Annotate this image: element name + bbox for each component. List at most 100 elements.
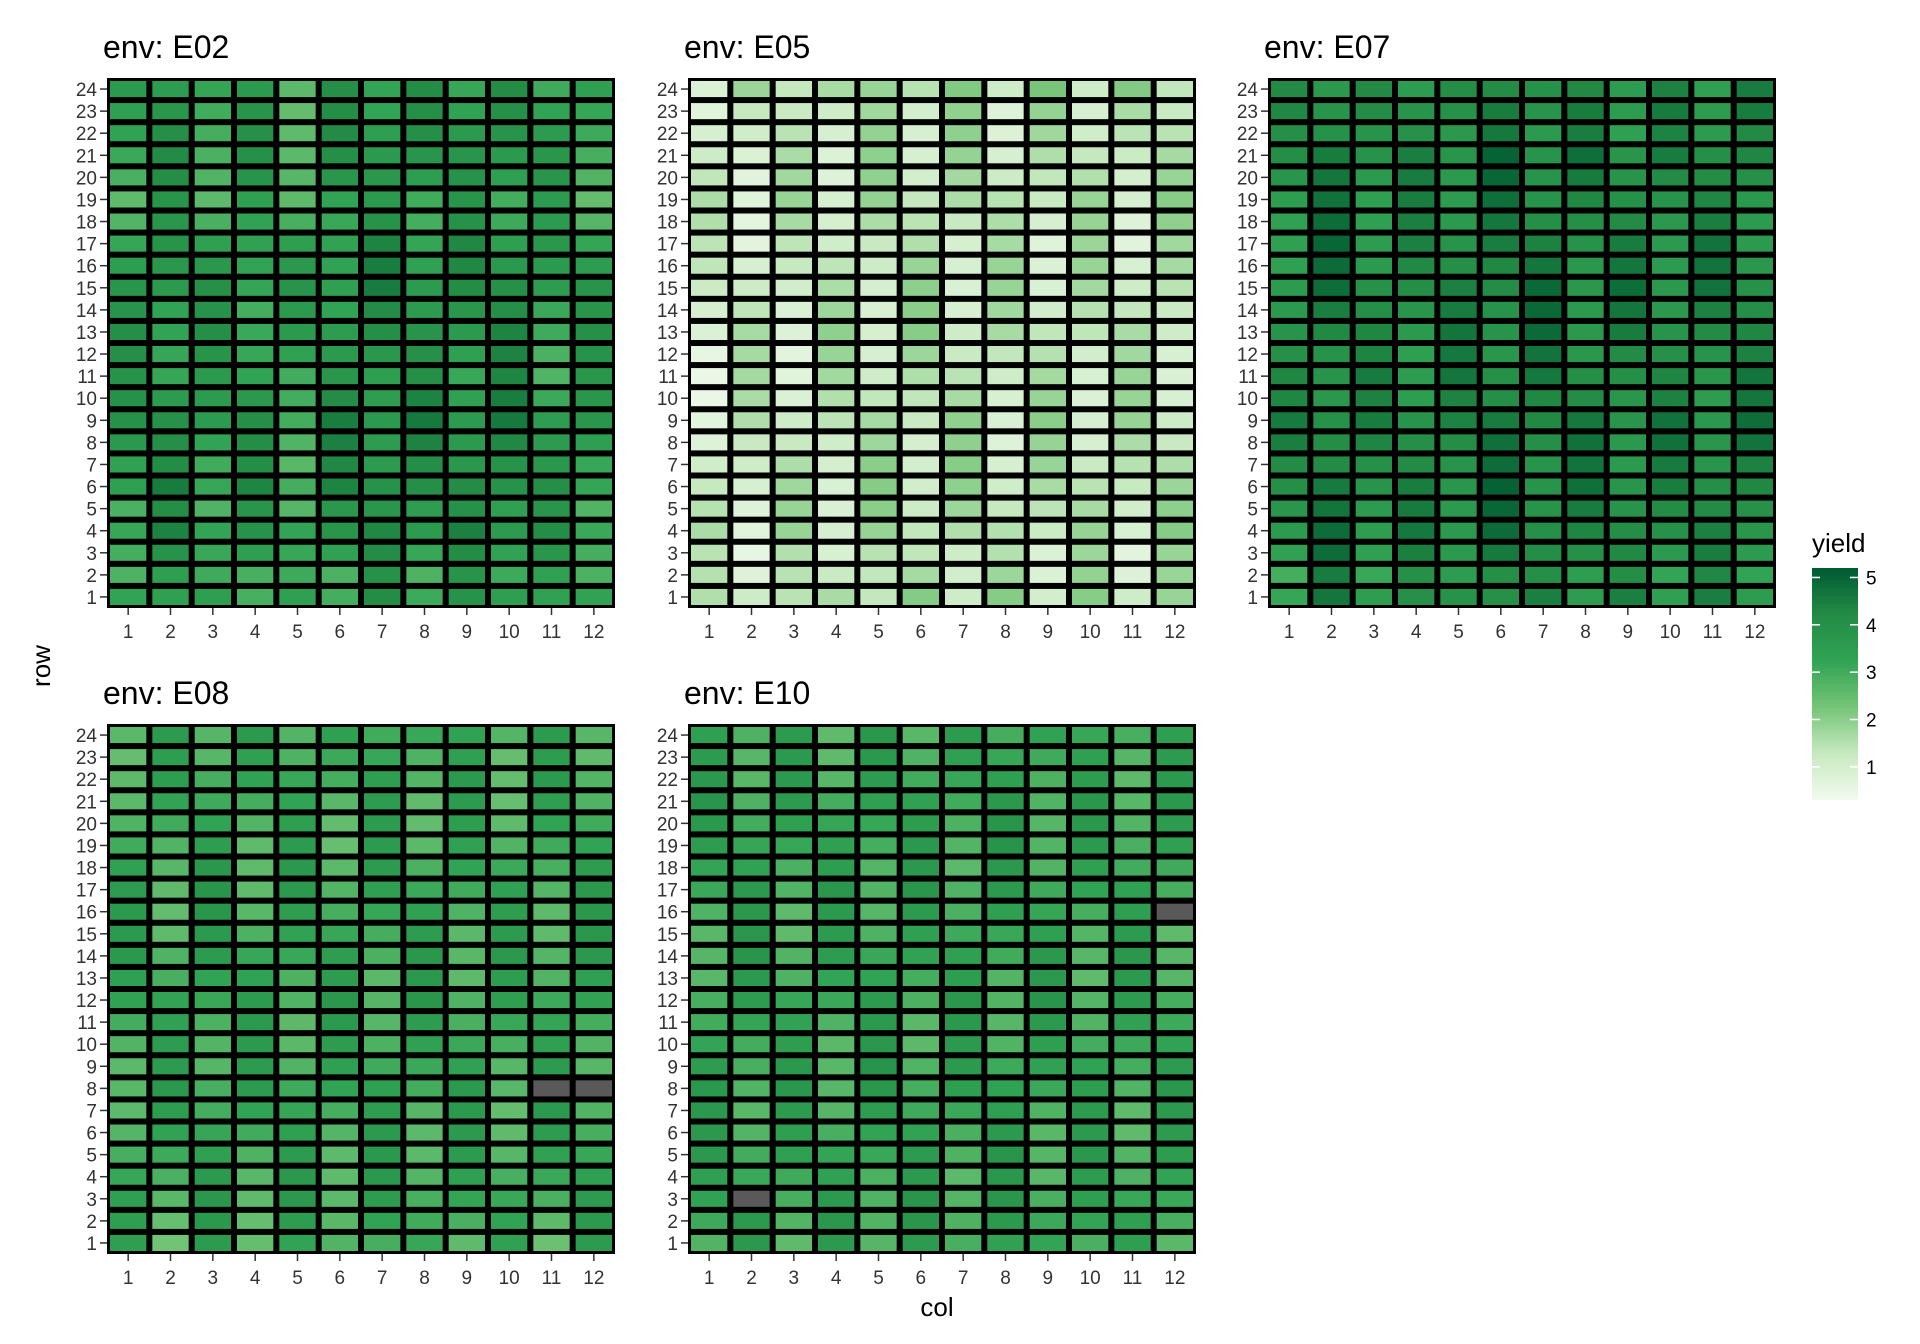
heatmap-cell xyxy=(1271,301,1308,318)
heatmap-cell xyxy=(775,147,812,164)
x-tick-label: 7 xyxy=(377,1268,388,1289)
heatmap-cell xyxy=(575,588,612,605)
heatmap-cell xyxy=(279,301,316,318)
heatmap-cell xyxy=(860,727,897,744)
heatmap-cell xyxy=(1271,434,1308,451)
heatmap-cell xyxy=(1398,500,1435,517)
heatmap-cell xyxy=(321,1146,358,1163)
heatmap-cell xyxy=(152,147,189,164)
heatmap-cell xyxy=(152,434,189,451)
x-tick-label: 6 xyxy=(916,622,927,643)
heatmap-cell xyxy=(152,903,189,920)
heatmap-cell xyxy=(152,859,189,876)
heatmap-cell xyxy=(406,1168,443,1185)
heatmap-cell xyxy=(194,169,231,186)
heatmap-cell xyxy=(406,368,443,385)
y-tick-label: 1 xyxy=(1247,588,1258,609)
x-tick-label: 10 xyxy=(1080,622,1101,643)
y-tick-label: 13 xyxy=(657,323,678,344)
heatmap-cell xyxy=(448,992,485,1009)
heatmap-cell xyxy=(110,169,147,186)
heatmap-cell xyxy=(1652,169,1689,186)
heatmap-cell xyxy=(1355,500,1392,517)
heatmap-cell xyxy=(110,257,147,274)
heatmap-cell xyxy=(491,213,528,230)
heatmap-cell xyxy=(448,213,485,230)
y-tick-label: 4 xyxy=(667,1168,678,1189)
heatmap-cell xyxy=(733,147,770,164)
heatmap-cell xyxy=(194,544,231,561)
heatmap-cell xyxy=(1313,566,1350,583)
heatmap-cell xyxy=(1694,522,1731,539)
heatmap-cell xyxy=(364,169,401,186)
heatmap-cell xyxy=(575,859,612,876)
heatmap-cell xyxy=(775,390,812,407)
y-tick-label: 5 xyxy=(667,500,678,521)
heatmap-cell xyxy=(1114,881,1151,898)
heatmap-cell xyxy=(733,390,770,407)
heatmap-cell xyxy=(1694,169,1731,186)
heatmap-cell xyxy=(1482,522,1519,539)
heatmap-cell xyxy=(194,1124,231,1141)
heatmap-cell xyxy=(237,390,274,407)
heatmap-cell xyxy=(321,837,358,854)
heatmap-cell xyxy=(987,323,1024,340)
heatmap-cell xyxy=(987,992,1024,1009)
heatmap-cell xyxy=(691,323,728,340)
heatmap-cell xyxy=(818,500,855,517)
y-tick-label: 21 xyxy=(1237,146,1258,167)
heatmap-cell xyxy=(818,859,855,876)
y-tick-label: 19 xyxy=(657,836,678,857)
heatmap-cell xyxy=(321,257,358,274)
heatmap-cell xyxy=(775,1124,812,1141)
heatmap-cell xyxy=(1736,213,1773,230)
y-tick-label: 1 xyxy=(86,588,97,609)
heatmap-cell xyxy=(818,566,855,583)
heatmap-cell xyxy=(110,771,147,788)
heatmap-cell xyxy=(987,859,1024,876)
heatmap-cell xyxy=(110,147,147,164)
heatmap-cell xyxy=(1694,213,1731,230)
heatmap-cell xyxy=(860,1080,897,1097)
heatmap-cell xyxy=(1271,191,1308,208)
heatmap-cell xyxy=(406,1058,443,1075)
panel-field-outline xyxy=(107,78,615,608)
heatmap-cell xyxy=(733,478,770,495)
heatmap-cell xyxy=(533,125,570,142)
heatmap-cell xyxy=(406,727,443,744)
heatmap-cell xyxy=(1114,147,1151,164)
y-tick-label: 10 xyxy=(76,389,97,410)
heatmap-cell xyxy=(1694,500,1731,517)
heatmap-cell xyxy=(902,1234,939,1251)
heatmap-cell xyxy=(194,191,231,208)
heatmap-cell xyxy=(1694,390,1731,407)
heatmap-cell xyxy=(406,279,443,296)
heatmap-cell xyxy=(860,390,897,407)
heatmap-cell xyxy=(575,213,612,230)
heatmap-cell xyxy=(237,771,274,788)
heatmap-cell xyxy=(321,279,358,296)
heatmap-cell xyxy=(448,903,485,920)
heatmap-cell xyxy=(364,301,401,318)
heatmap-cell xyxy=(775,727,812,744)
heatmap-cell xyxy=(321,301,358,318)
heatmap-cell xyxy=(691,727,728,744)
x-tick-label: 7 xyxy=(958,622,969,643)
heatmap-cell xyxy=(533,235,570,252)
heatmap-cell xyxy=(1029,793,1066,810)
heatmap-cell xyxy=(110,925,147,942)
heatmap-cell xyxy=(1114,771,1151,788)
heatmap-cell xyxy=(860,1036,897,1053)
heatmap-cell xyxy=(1271,323,1308,340)
heatmap-cell xyxy=(860,544,897,561)
heatmap-cell xyxy=(533,500,570,517)
y-tick-label: 11 xyxy=(1238,367,1258,388)
heatmap-cell xyxy=(775,1080,812,1097)
heatmap-cell xyxy=(818,1124,855,1141)
heatmap-cell xyxy=(491,566,528,583)
heatmap-cell xyxy=(1525,478,1562,495)
heatmap-cell xyxy=(279,588,316,605)
heatmap-cell xyxy=(237,969,274,986)
heatmap-cell xyxy=(152,125,189,142)
heatmap-cell xyxy=(1029,390,1066,407)
